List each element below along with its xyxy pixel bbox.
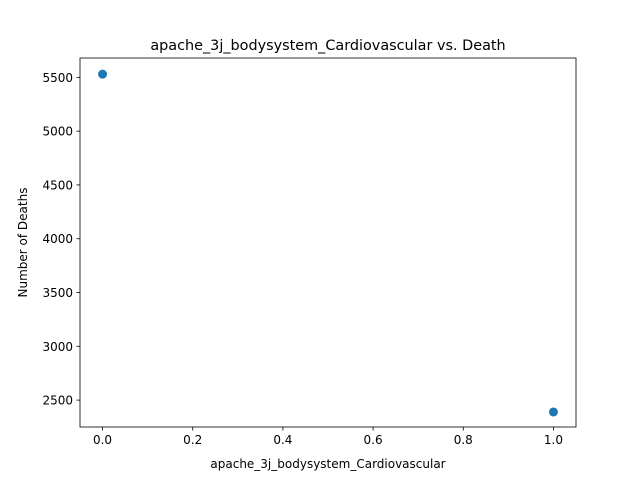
y-tick-label: 2500 [42,394,73,408]
chart-title: apache_3j_bodysystem_Cardiovascular vs. … [150,38,505,54]
y-axis-ticks: 2500 3000 3500 4000 4500 5000 5500 [42,71,80,408]
x-axis-label: apache_3j_bodysystem_Cardiovascular [210,457,445,471]
plot-area-frame [79,57,577,428]
x-axis-ticks: 0.0 0.2 0.4 0.6 0.8 1.0 [93,427,563,447]
y-tick-label: 3500 [42,286,73,300]
x-tick-label: 0.0 [93,433,112,447]
data-point [548,407,558,417]
x-tick-label: 1.0 [544,433,563,447]
y-tick-label: 5500 [42,71,73,85]
x-tick-label: 0.8 [454,433,473,447]
y-tick-label: 4000 [42,232,73,246]
y-tick-label: 3000 [42,340,73,354]
y-tick-label: 5000 [42,125,73,139]
x-tick-label: 0.6 [364,433,383,447]
data-points [98,69,558,417]
y-axis-label: Number of Deaths [16,188,30,298]
data-point [98,69,108,79]
x-tick-label: 0.2 [183,433,202,447]
x-tick-label: 0.4 [273,433,292,447]
y-tick-label: 4500 [42,178,73,192]
